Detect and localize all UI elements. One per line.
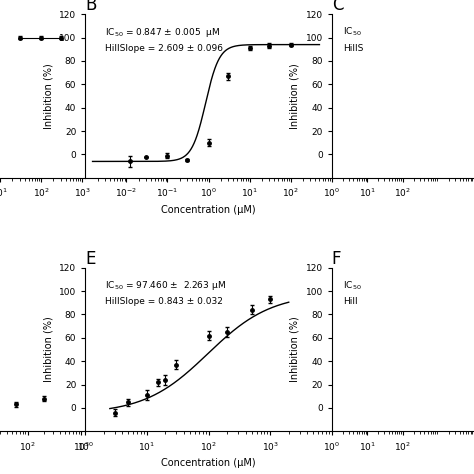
Y-axis label: Inhibition (%): Inhibition (%) [290, 63, 300, 129]
Text: E: E [85, 250, 96, 268]
Text: HillS: HillS [343, 44, 364, 53]
Text: IC$_{50}$: IC$_{50}$ [343, 26, 362, 38]
Y-axis label: Inhibition (%): Inhibition (%) [290, 317, 300, 383]
Text: IC$_{50}$ = 97.460 ±  2.263 μM: IC$_{50}$ = 97.460 ± 2.263 μM [105, 279, 226, 292]
Y-axis label: Inhibition (%): Inhibition (%) [44, 63, 54, 129]
Text: F: F [332, 250, 341, 268]
X-axis label: Concentration (μM): Concentration (μM) [161, 458, 256, 468]
Y-axis label: Inhibition (%): Inhibition (%) [44, 317, 54, 383]
Text: IC$_{50}$: IC$_{50}$ [343, 279, 362, 292]
Text: HillSlope = 2.609 ± 0.096: HillSlope = 2.609 ± 0.096 [105, 44, 223, 53]
Text: C: C [332, 0, 343, 14]
Text: Hill: Hill [343, 297, 358, 306]
X-axis label: Concentration (μM): Concentration (μM) [161, 205, 256, 215]
Text: HillSlope = 0.843 ± 0.032: HillSlope = 0.843 ± 0.032 [105, 297, 223, 306]
Text: B: B [85, 0, 97, 14]
Text: IC$_{50}$ = 0.847 ± 0.005  μM: IC$_{50}$ = 0.847 ± 0.005 μM [105, 26, 220, 39]
